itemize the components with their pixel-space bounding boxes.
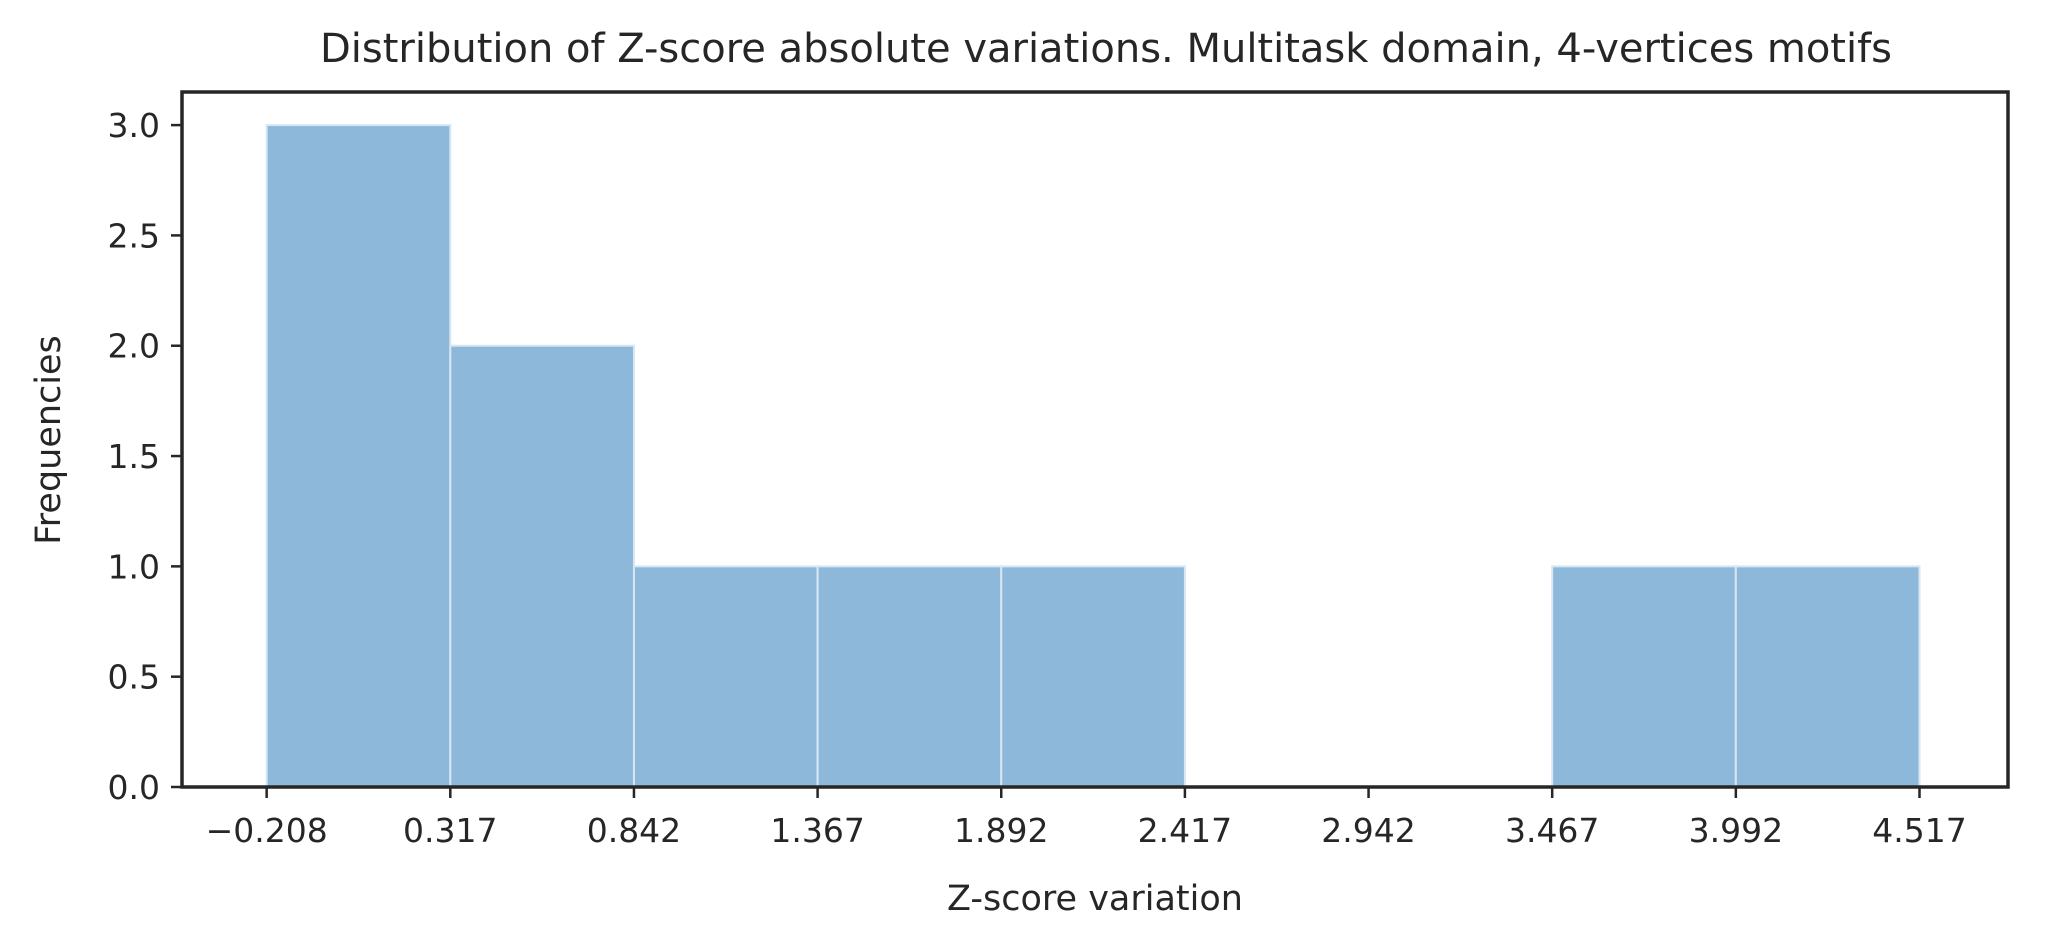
y-tick-label: 2.0 <box>108 327 160 366</box>
x-tick-label: 3.992 <box>1689 811 1783 850</box>
x-tick-label: 4.517 <box>1872 811 1966 850</box>
chart-title: Distribution of Z-score absolute variati… <box>320 26 1892 72</box>
x-axis-label: Z-score variation <box>947 879 1243 919</box>
histogram-bar <box>632 565 819 788</box>
y-tick-label: 3.0 <box>108 106 160 145</box>
histogram-bar <box>1551 565 1737 788</box>
ticks-layer: −0.208 0.317 0.842 1.367 1.892 2.417 2.942 3.46… <box>108 106 1967 850</box>
y-tick-label: 0.0 <box>108 768 160 807</box>
histogram-bar <box>816 565 1003 788</box>
plot-frame <box>180 90 2010 789</box>
y-axis-label: Frequencies <box>29 335 69 545</box>
bars-layer <box>265 124 1921 789</box>
x-tick-label: 1.892 <box>954 811 1048 850</box>
x-tick-label: 2.942 <box>1321 811 1415 850</box>
histogram-bar <box>265 124 452 789</box>
histogram-bar <box>449 344 635 788</box>
x-tick-label: −0.208 <box>206 811 328 850</box>
x-tick-label: 0.842 <box>587 811 681 850</box>
y-tick-label: 0.5 <box>108 658 160 697</box>
y-tick-label: 1.0 <box>108 547 160 586</box>
x-tick-label: 3.467 <box>1505 811 1599 850</box>
x-tick-label: 0.317 <box>403 811 497 850</box>
x-tick-label: 2.417 <box>1138 811 1232 850</box>
y-tick-label: 2.5 <box>108 216 160 255</box>
y-tick-label: 1.5 <box>108 437 160 476</box>
histogram-bar <box>1734 565 1921 788</box>
x-tick-label: 1.367 <box>770 811 864 850</box>
histogram-bar <box>1000 565 1186 788</box>
